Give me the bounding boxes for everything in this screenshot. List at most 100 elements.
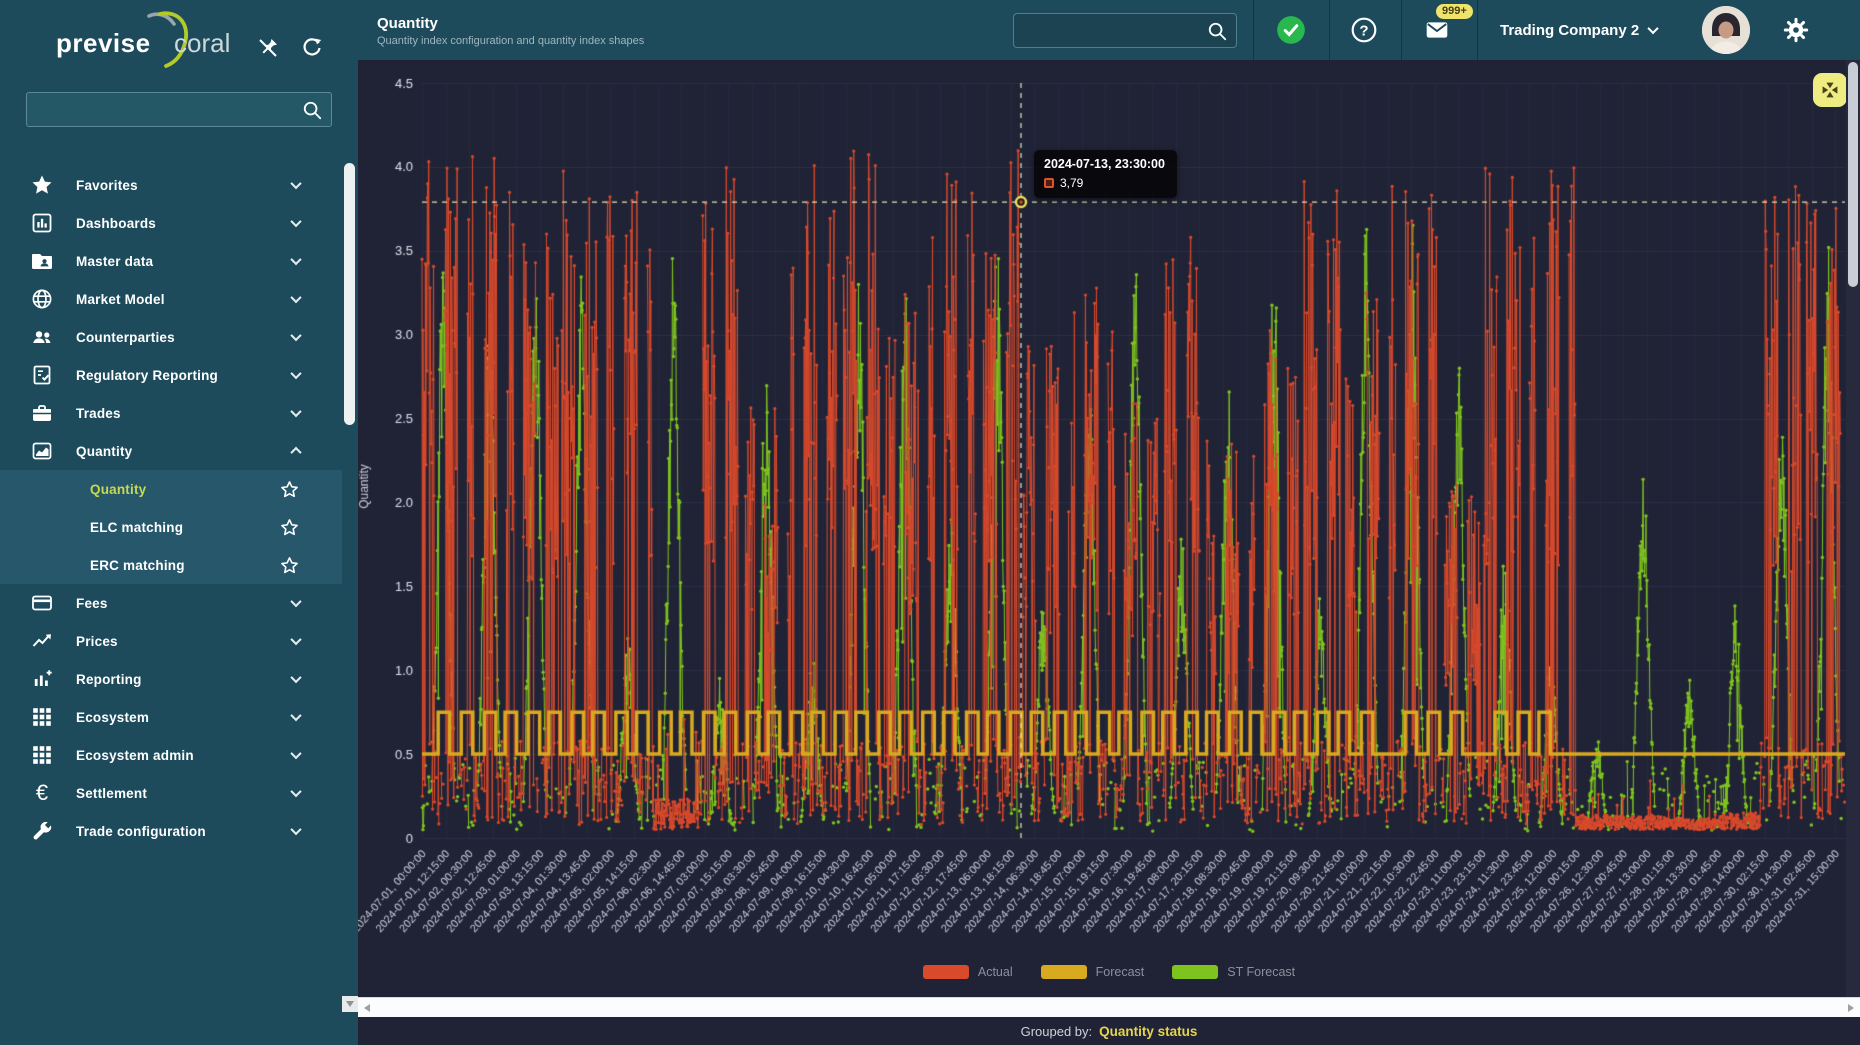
unpin-sidebar-icon[interactable]: [256, 36, 280, 60]
logo-text-primary: previse: [56, 28, 151, 58]
triangle-down-icon: [346, 1001, 354, 1007]
chevron-up-icon: [290, 446, 302, 459]
mail-icon: [1424, 17, 1450, 43]
legend-item-st-forecast[interactable]: ST Forecast: [1172, 965, 1295, 979]
sidebar-subitem-erc-matching[interactable]: ERC matching: [0, 546, 342, 584]
legend-swatch: [1040, 965, 1087, 979]
notification-badge: 999+: [1436, 4, 1473, 19]
header-search: [1013, 13, 1237, 48]
chevron-down-icon: [290, 633, 302, 646]
chevron-down-icon: [290, 291, 302, 304]
legend-item-forecast[interactable]: Forecast: [1040, 965, 1145, 979]
sidebar-subitem-label: ELC matching: [90, 519, 184, 535]
sidebar-item-label: Trades: [76, 405, 121, 421]
sidebar-item-market-model[interactable]: Market Model: [0, 280, 342, 318]
help-icon: [1350, 16, 1378, 44]
sidebar-item-label: Ecosystem admin: [76, 747, 194, 763]
logo-text-secondary: coral: [174, 28, 231, 58]
chevron-down-icon: [290, 747, 302, 760]
help-button[interactable]: [1347, 13, 1381, 47]
sidebar-item-ecosystem[interactable]: Ecosystem: [0, 698, 342, 736]
refresh-icon[interactable]: [300, 36, 324, 60]
sidebar-item-favorites[interactable]: Favorites: [0, 166, 342, 204]
sidebar-item-dashboards[interactable]: Dashboards: [0, 204, 342, 242]
vertical-scrollbar[interactable]: [1846, 60, 1860, 997]
sidebar-item-quantity[interactable]: Quantity: [0, 432, 342, 470]
globe-icon: [30, 287, 54, 311]
chevron-down-icon: [290, 367, 302, 380]
sidebar-submenu: Quantity ELC matching ERC matching: [0, 470, 342, 584]
favorite-star-icon[interactable]: [279, 517, 300, 538]
user-avatar[interactable]: [1702, 6, 1750, 54]
sidebar-item-master-data[interactable]: Master data: [0, 242, 342, 280]
sidebar-item-settlement[interactable]: € Settlement: [0, 774, 342, 812]
sidebar-item-label: Settlement: [76, 785, 148, 801]
sidebar-search-input[interactable]: [27, 101, 301, 118]
sidebar-item-label: Trade configuration: [76, 823, 206, 839]
favorite-star-icon[interactable]: [279, 555, 300, 576]
chevron-down-icon: [290, 785, 302, 798]
star-icon: [30, 173, 54, 197]
system-status-ok-button[interactable]: [1274, 13, 1308, 47]
sidebar-subitem-label: ERC matching: [90, 557, 185, 573]
sidebar-subitem-elc-matching[interactable]: ELC matching: [0, 508, 342, 546]
sidebar-item-label: Prices: [76, 633, 118, 649]
sidebar-scrollbar[interactable]: [343, 160, 356, 1012]
horizontal-scrollbar[interactable]: [358, 997, 1860, 1017]
quantity-chart-canvas[interactable]: [358, 60, 1860, 997]
chart-legend: Actual Forecast ST Forecast: [358, 965, 1860, 979]
search-icon[interactable]: [1206, 20, 1228, 42]
briefcase-icon: [30, 401, 54, 425]
app-logo[interactable]: previse coral: [56, 10, 256, 72]
chevron-down-icon: [1647, 22, 1659, 35]
sidebar-item-fees[interactable]: Fees: [0, 584, 342, 622]
chevron-down-icon: [290, 823, 302, 836]
scroll-left-arrow[interactable]: [364, 1003, 370, 1012]
favorite-star-icon[interactable]: [279, 479, 300, 500]
settings-button[interactable]: [1782, 16, 1810, 44]
chevron-down-icon: [290, 709, 302, 722]
grouped-by-value[interactable]: Quantity status: [1099, 1023, 1198, 1039]
sidebar-item-label: Favorites: [76, 177, 138, 193]
page-title: Quantity: [377, 15, 438, 32]
scroll-right-arrow[interactable]: [1848, 1003, 1854, 1012]
sidebar-item-label: Market Model: [76, 291, 165, 307]
grouped-by-label: Grouped by:: [1020, 1023, 1093, 1039]
sidebar-item-label: Reporting: [76, 671, 142, 687]
logo-swoosh-icon: [147, 11, 188, 68]
sidebar-item-counterparties[interactable]: Counterparties: [0, 318, 342, 356]
legend-swatch: [1172, 965, 1219, 979]
messages-button[interactable]: 999+: [1420, 4, 1473, 47]
euro-icon: €: [35, 780, 49, 805]
page-subtitle: Quantity index configuration and quantit…: [377, 35, 645, 47]
legend-label: Forecast: [1095, 965, 1145, 979]
legend-label: Actual: [977, 965, 1013, 979]
sidebar-item-regulatory-reporting[interactable]: Regulatory Reporting: [0, 356, 342, 394]
header-divider: [1253, 0, 1254, 60]
collapse-chart-button[interactable]: [1813, 73, 1847, 107]
people-icon: [30, 325, 54, 349]
sidebar-item-prices[interactable]: Prices: [0, 622, 342, 660]
sidebar-scrollbar-thumb[interactable]: [344, 163, 355, 425]
sidebar-subitem-quantity[interactable]: Quantity: [0, 470, 342, 508]
sidebar-item-ecosystem-admin[interactable]: Ecosystem admin: [0, 736, 342, 774]
chevron-down-icon: [290, 405, 302, 418]
chevron-down-icon: [290, 253, 302, 266]
area-chart-icon: [30, 439, 54, 463]
header-search-input[interactable]: [1014, 23, 1206, 38]
header-divider: [1329, 0, 1330, 60]
compress-icon: [1818, 78, 1842, 102]
sidebar-scroll-down-button[interactable]: [342, 996, 358, 1012]
sidebar-item-trades[interactable]: Trades: [0, 394, 342, 432]
legend-item-actual[interactable]: Actual: [922, 965, 1013, 979]
sidebar-item-label: Quantity: [76, 443, 133, 459]
header-divider: [1401, 0, 1402, 60]
page-heading: Quantity Quantity index configuration an…: [377, 15, 644, 47]
sidebar-item-reporting[interactable]: Reporting: [0, 660, 342, 698]
vertical-scrollbar-thumb[interactable]: [1848, 62, 1858, 287]
search-icon[interactable]: [301, 99, 323, 121]
sidebar-search: [26, 92, 332, 127]
company-selector[interactable]: Trading Company 2: [1500, 0, 1659, 60]
chevron-down-icon: [290, 595, 302, 608]
sidebar-item-trade-configuration[interactable]: Trade configuration: [0, 812, 342, 850]
